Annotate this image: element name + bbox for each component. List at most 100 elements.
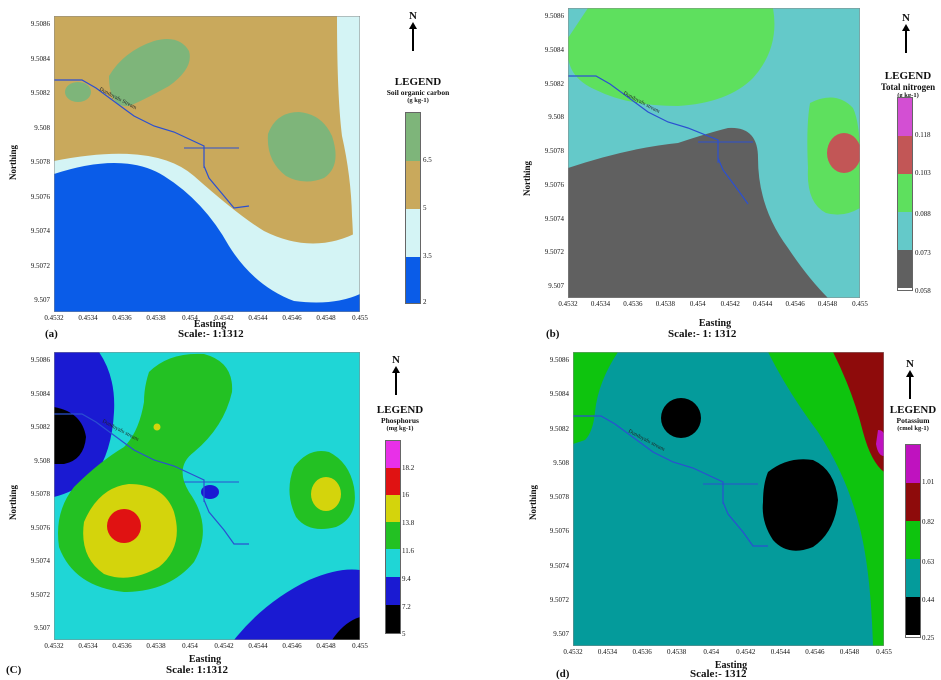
northing-label: Northing [528, 484, 538, 520]
legend-value: 13.8 [402, 519, 415, 527]
x-tick-label: 0.4538 [655, 300, 675, 308]
p-zone-13.8-16-point [153, 423, 161, 431]
y-tick-label: 9.5076 [30, 192, 50, 201]
legend-value: 7.2 [402, 603, 411, 611]
y-tick-label: 9.5086 [549, 356, 569, 364]
north-arrow: N [900, 358, 920, 399]
panel-a: Dunduyalu Stream 0.4532 0.4534 0.4536 0.453… [0, 0, 470, 340]
legend-title: LEGEND Potassium (cmol kg-1) [889, 404, 937, 432]
x-tick-label: 0.4532 [558, 300, 578, 308]
y-tick-label: 9.5074 [30, 557, 50, 565]
x-tick-label: 0.4534 [78, 314, 98, 322]
northing-label: Northing [8, 144, 18, 180]
map-scale: Scale:- 1: 1312 [668, 328, 737, 340]
legend-value: 3.5 [423, 252, 432, 260]
y-tick-label: 9.5072 [30, 261, 50, 270]
x-tick-label: 0.4542 [214, 642, 234, 650]
panel-label-c: (C) [6, 664, 22, 676]
p-zone-7.2-9.4-center [201, 485, 219, 499]
potassium-map: Dunduyalu stream [573, 352, 884, 646]
stream-line [54, 79, 250, 209]
y-tick-label: 9.508 [548, 113, 564, 122]
y-tick-label: 9.5074 [549, 561, 569, 570]
y-tick-label: 9.5074 [30, 227, 50, 235]
easting-label: Easting [714, 660, 748, 671]
legend-value: 6.5 [423, 156, 432, 164]
x-tick-label: 0.4544 [248, 314, 268, 322]
north-label: N [906, 358, 914, 370]
map-scale: Scale:- 1312 [690, 668, 747, 680]
north-arrow: N [386, 354, 406, 395]
tn-zone-0.088-0.103 [568, 8, 775, 106]
y-tick-label: 9.5084 [30, 54, 50, 63]
k-zone-0.63-0.82-west [573, 352, 618, 444]
x-tick-label: 0.4536 [112, 314, 132, 322]
x-tick-label: 0.4536 [632, 648, 652, 656]
legend-value: 16 [402, 491, 409, 499]
y-tick-label: 9.5072 [549, 595, 569, 604]
p-zone-5-7.2-se [332, 617, 360, 640]
x-tick-label: 0.4534 [590, 300, 611, 308]
legend-value: 11.6 [402, 547, 414, 555]
panel-d: Dunduyalu stream 0.4532 0.4534 0.4536 0.453… [470, 340, 941, 680]
northing-label: Northing [522, 160, 532, 196]
arrow-up-icon [392, 366, 400, 373]
soil-organic-carbon-map: Dunduyalu Stream [54, 16, 360, 312]
x-tick-label: 0.455 [352, 314, 368, 322]
soc-zone-6.5-plus [109, 38, 190, 107]
k-zone-0.63-0.82-east [768, 352, 884, 646]
easting-label: Easting [698, 318, 732, 329]
y-tick-label: 9.5078 [544, 147, 564, 155]
k-zone-0.25-0.44-center [762, 459, 838, 551]
x-tick-label: 0.4534 [78, 642, 98, 650]
legend-value: 0.103 [915, 169, 931, 177]
tn-zone-0.058-0.073 [568, 127, 828, 298]
x-tick-label: 0.4536 [112, 642, 132, 650]
legend-value: 2 [423, 298, 427, 306]
y-tick-label: 9.507 [34, 624, 50, 632]
northing-label: Northing [8, 484, 18, 520]
x-tick-label: 0.454 [689, 300, 706, 308]
soc-zone-2-3.5 [54, 162, 360, 312]
x-tick-label: 0.4534 [597, 648, 618, 656]
stream-line [54, 413, 249, 545]
y-tick-label: 9.5082 [30, 423, 50, 431]
stream-line [573, 415, 768, 547]
k-zone-1.01-plus [876, 430, 884, 456]
y-tick-label: 9.5086 [30, 356, 50, 364]
y-tick-label: 9.5086 [30, 20, 50, 28]
legend-title: LEGEND Phosphorus (mg kg-1) [376, 404, 424, 432]
x-tick-label: 0.455 [876, 648, 892, 656]
legend-value: 0.058 [915, 287, 931, 295]
y-tick-label: 9.5084 [549, 390, 569, 399]
x-tick-label: 0.4548 [316, 314, 336, 322]
panel-label-a: (a) [45, 328, 58, 340]
legend-colorbar [905, 444, 921, 638]
x-tick-label: 0.4548 [839, 648, 860, 656]
legend-colorbar [897, 97, 913, 291]
legend-title: LEGEND Soil organic carbon (g kg-1) [386, 76, 450, 104]
y-tick-label: 9.5084 [544, 45, 564, 54]
legend-value: 0.63 [922, 558, 935, 566]
x-tick-label: 0.4538 [667, 648, 687, 656]
x-tick-label: 0.4538 [146, 314, 166, 322]
x-tick-label: 0.454 [182, 642, 198, 650]
x-tick-label: 0.4544 [248, 642, 268, 650]
legend-value: 9.4 [402, 575, 411, 583]
north-arrow: N [403, 10, 423, 51]
x-tick-label: 0.455 [852, 300, 868, 308]
y-tick-label: 9.508 [553, 458, 569, 467]
x-tick-label: 0.4544 [753, 300, 773, 308]
legend-colorbar [385, 440, 401, 634]
legend-value: 5 [423, 204, 427, 212]
panel-label-b: (b) [546, 328, 560, 340]
soc-zone-6.5-small [65, 82, 91, 102]
y-tick-label: 9.5078 [549, 493, 569, 501]
legend-value: 0.44 [922, 596, 935, 604]
y-tick-label: 9.507 [548, 282, 564, 290]
y-tick-label: 9.5086 [544, 12, 564, 20]
x-tick-label: 0.4538 [146, 642, 166, 650]
x-tick-label: 0.4542 [720, 300, 740, 308]
y-tick-label: 9.5082 [30, 89, 50, 97]
p-zone-16-18.2 [107, 509, 141, 543]
